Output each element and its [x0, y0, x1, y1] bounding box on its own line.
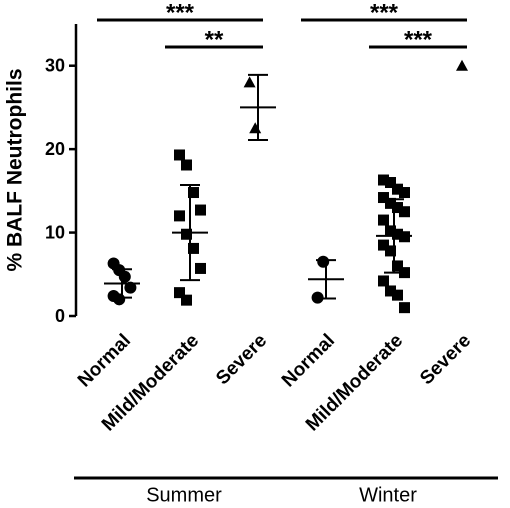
y-tick-label: 30: [45, 55, 65, 75]
data-point: [174, 287, 185, 299]
significance-label: ***: [370, 0, 399, 26]
data-point: [174, 149, 185, 161]
season-label: Summer: [146, 484, 222, 506]
data-point: [113, 293, 126, 306]
data-point: [378, 214, 389, 226]
data-point: [378, 192, 389, 204]
x-tick-label: Normal: [278, 330, 339, 391]
significance-label: **: [205, 26, 224, 53]
data-point: [385, 285, 396, 297]
data-point: [392, 202, 403, 214]
data-point: [385, 177, 396, 189]
data-point: [317, 255, 330, 268]
data-point: [385, 245, 396, 257]
data-point: [311, 291, 324, 304]
data-point: [174, 210, 185, 222]
data-point: [399, 231, 410, 243]
y-tick-label: 0: [55, 306, 65, 326]
significance-label: ***: [166, 0, 195, 26]
data-point: [392, 260, 403, 272]
y-tick-label: 20: [45, 139, 65, 159]
data-point: [181, 294, 192, 306]
data-point: [181, 159, 192, 171]
x-tick-label: Severe: [212, 330, 271, 389]
data-point: [385, 225, 396, 237]
data-point: [188, 187, 199, 199]
y-axis-label: % BALF Neutrophils: [4, 69, 27, 272]
data-point: [378, 174, 389, 186]
data-point: [124, 281, 137, 294]
season-label: Winter: [359, 484, 417, 506]
data-point: [399, 187, 410, 199]
data-point: [181, 228, 192, 240]
data-point: [399, 206, 410, 218]
data-point: [399, 302, 410, 314]
data-point: [195, 262, 206, 274]
x-tick-label: Normal: [74, 330, 135, 391]
x-tick-label: Severe: [416, 330, 475, 389]
data-point: [378, 239, 389, 251]
data-point: [399, 267, 410, 279]
data-point: [392, 228, 403, 240]
data-point: [188, 242, 199, 254]
data-point: [118, 270, 131, 283]
data-point: [385, 197, 396, 209]
data-point: [456, 59, 468, 71]
data-point: [243, 76, 256, 88]
data-point: [392, 183, 403, 195]
significance-label: ***: [404, 26, 433, 53]
data-point: [378, 275, 389, 287]
data-point: [392, 289, 403, 301]
data-point: [249, 122, 262, 134]
data-point: [195, 204, 206, 216]
y-tick-label: 10: [45, 222, 65, 242]
